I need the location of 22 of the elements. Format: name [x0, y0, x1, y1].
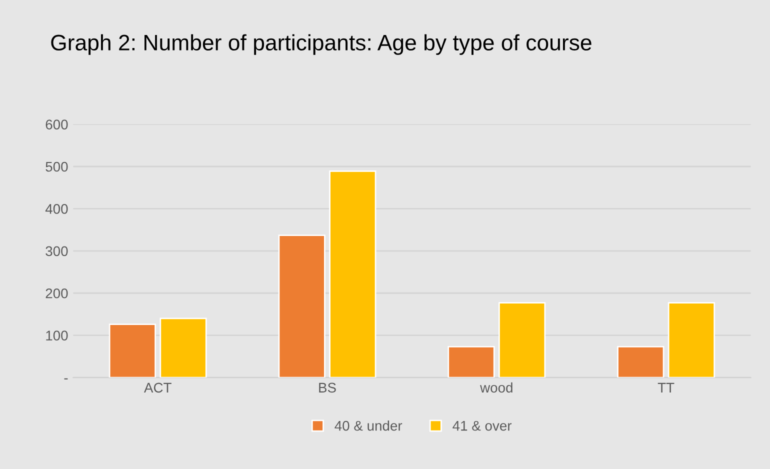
legend-label: 40 & under — [334, 420, 402, 431]
y-tick-label: 100 — [46, 330, 68, 341]
chart-title: Graph 2: Number of participants: Age by type of course — [51, 34, 592, 55]
bar — [617, 346, 664, 378]
bar — [108, 324, 156, 378]
x-tick-label: TT — [658, 382, 674, 392]
x-tick-label: wood — [480, 382, 512, 393]
bar — [498, 302, 546, 378]
bar — [668, 302, 716, 378]
y-tick-label: 500 — [46, 162, 68, 172]
y-tick-label: - — [64, 378, 68, 380]
bar — [160, 318, 207, 378]
bar — [278, 234, 326, 378]
bar — [329, 170, 376, 378]
x-tick-label: ACT — [144, 382, 172, 393]
bar — [448, 346, 495, 378]
y-tick-label: 600 — [46, 120, 68, 130]
y-tick-label: 200 — [46, 288, 68, 298]
x-tick-label: BS — [319, 382, 336, 393]
y-tick-label: 300 — [46, 246, 68, 256]
legend-label: 41 & over — [452, 420, 512, 431]
y-tick-label: 400 — [45, 204, 68, 214]
